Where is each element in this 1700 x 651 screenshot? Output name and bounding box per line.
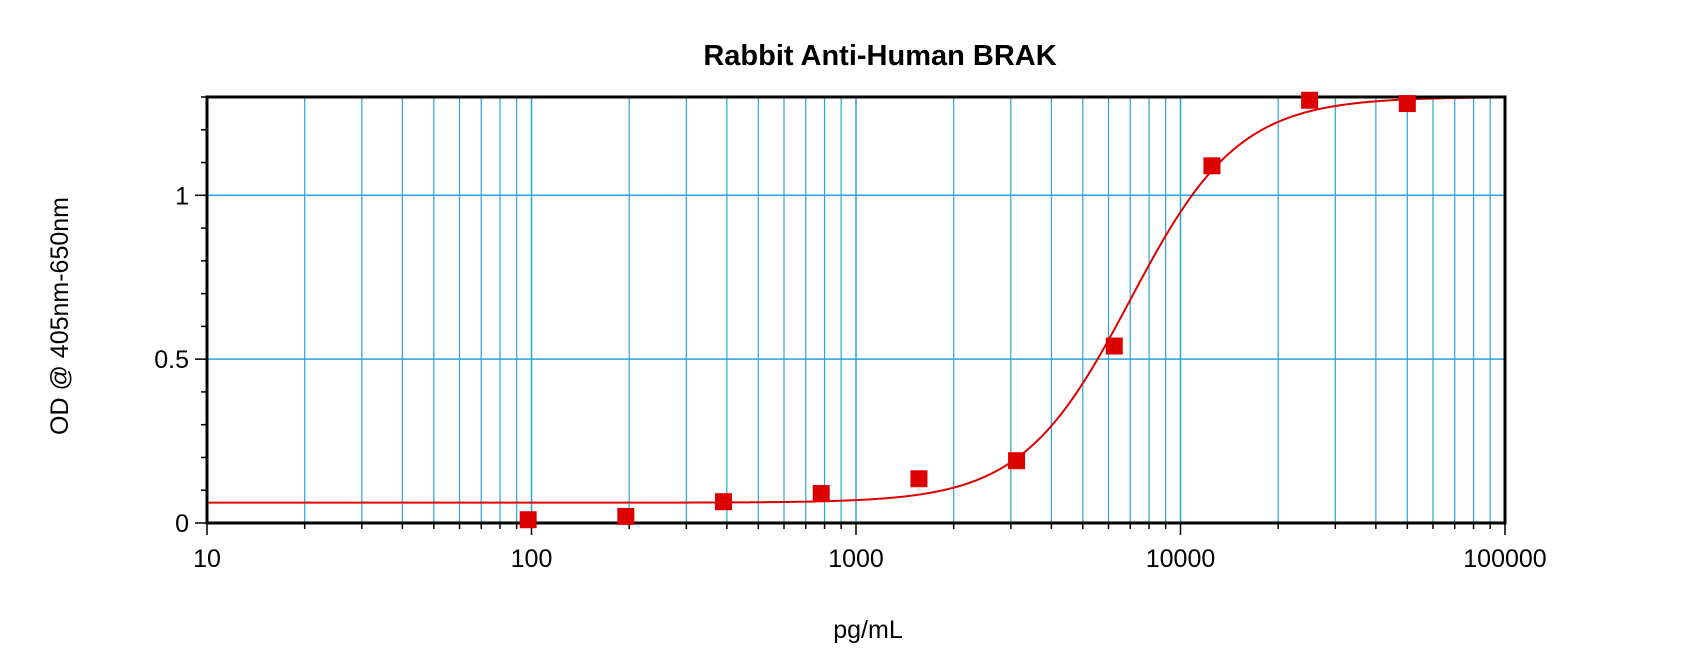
y-tick-label: 0.5 [154,346,189,374]
data-point [910,470,928,488]
data-points [519,91,1416,529]
x-tick-label: 10000 [1146,545,1216,573]
x-tick-label: 10 [193,545,221,573]
y-tick-labels: 00.51 [154,182,189,538]
grid-lines [207,97,1505,523]
x-tick-label: 1000 [828,545,884,573]
data-point [1203,157,1221,175]
chart-title: Rabbit Anti-Human BRAK [703,40,1056,72]
x-tick-labels: 10 100 1000 10000 100000 [193,545,1547,573]
data-point [1008,452,1026,470]
x-tick-label: 100 [511,545,553,573]
data-point [812,485,830,503]
x-tick-label: 100000 [1463,545,1546,573]
y-tick-marks [195,96,207,524]
data-point [617,507,635,525]
x-axis-label: pg/mL [833,616,903,644]
fit-curve [207,96,1506,504]
y-axis-label: OD @ 405nm-650nm [46,197,74,435]
data-point [1398,95,1416,113]
y-tick-label: 1 [175,182,189,210]
x-tick-marks [206,523,1506,535]
data-point [519,511,537,529]
data-point [1105,337,1123,355]
y-tick-label: 0 [175,510,189,538]
data-point [715,493,733,511]
data-point [1301,91,1319,109]
